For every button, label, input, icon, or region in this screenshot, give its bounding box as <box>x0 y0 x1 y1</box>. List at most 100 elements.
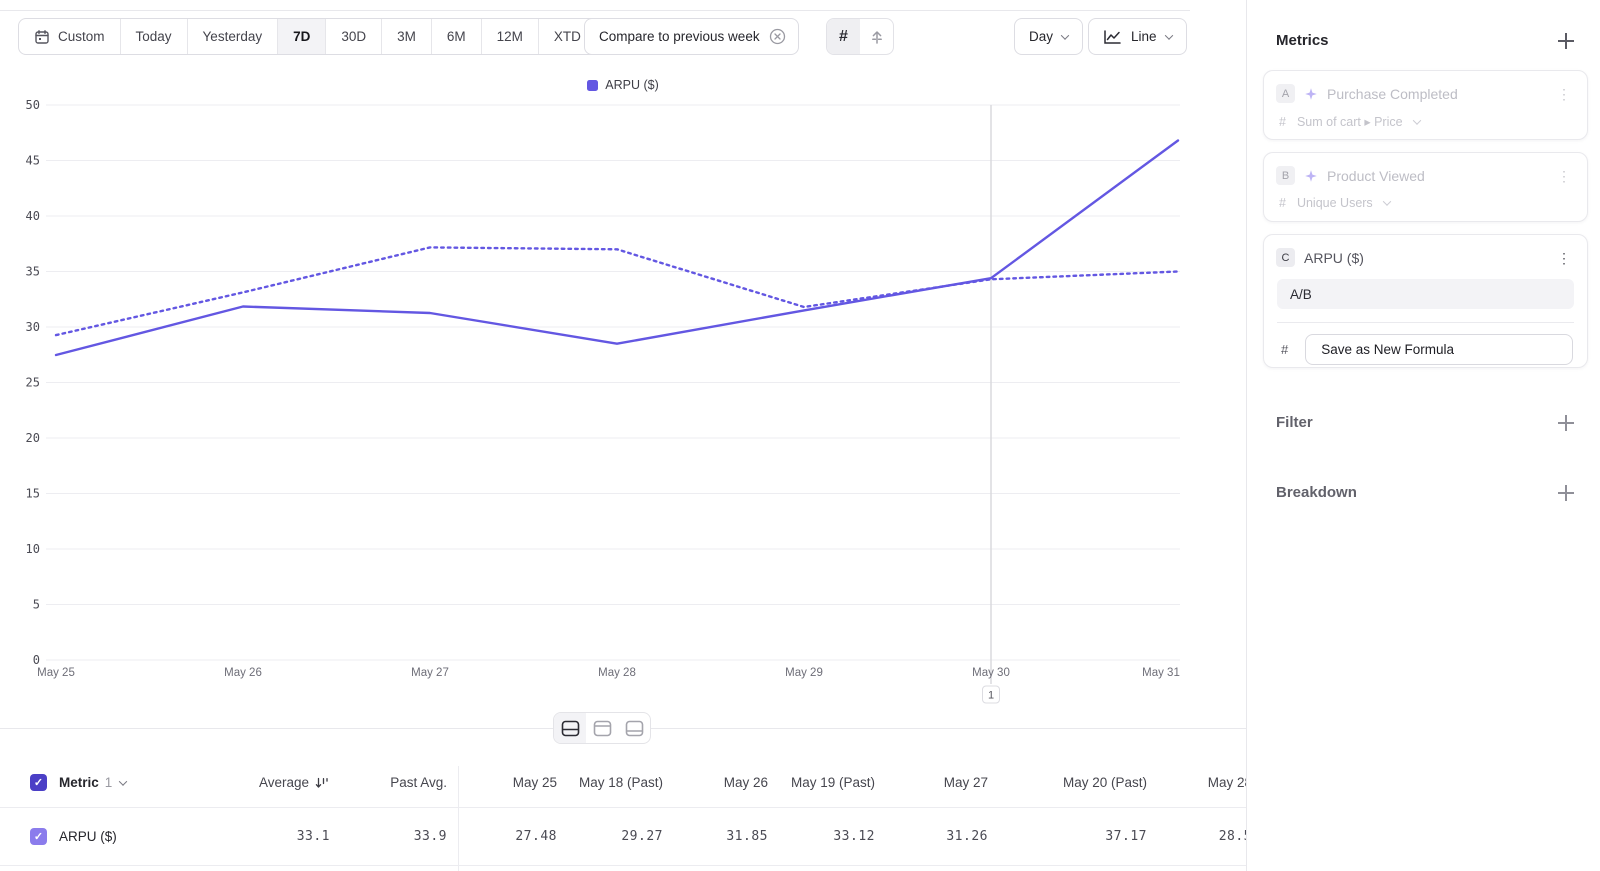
compare-label: Compare to previous week <box>599 29 760 44</box>
hash-icon: # <box>1279 196 1286 210</box>
series-solid[interactable] <box>54 139 1180 357</box>
row-checkbox[interactable]: ✓ <box>30 828 47 845</box>
value-format-toggle[interactable]: # <box>826 18 894 55</box>
save-as-new-formula-button[interactable]: Save as New Formula <box>1305 334 1573 365</box>
select-all-checkbox[interactable]: ✓ <box>30 774 47 791</box>
chart-panel: Custom Today Yesterday 7D 30D 3M 6M 12M XTD Comp… <box>0 0 1246 871</box>
table-row[interactable]: ✓ ARPU ($) 33.1 33.9 27.48 29.27 31.85 33.12 3… <box>0 808 1246 866</box>
y-tick-label: 45 <box>26 154 40 168</box>
chevron-down-icon[interactable] <box>119 776 128 786</box>
range-3m[interactable]: 3M <box>382 19 432 54</box>
add-breakdown-button[interactable] <box>1558 484 1574 501</box>
measurement-dropdown[interactable]: Unique Users <box>1296 196 1373 210</box>
column-header[interactable]: May 26 <box>723 775 768 790</box>
x-tick-label: May 25 <box>37 667 75 679</box>
sidebar-divider <box>1246 0 1247 871</box>
column-header[interactable]: May 27 <box>943 775 988 790</box>
y-tick-label: 30 <box>26 320 40 334</box>
range-today[interactable]: Today <box>121 19 188 54</box>
x-tick-label: May 30 <box>972 667 1010 679</box>
breakdown-section-header: Breakdown <box>1276 484 1574 501</box>
series-dotted[interactable] <box>54 246 1180 337</box>
range-12m[interactable]: 12M <box>482 19 539 54</box>
chart-type-label: Line <box>1131 29 1157 44</box>
kebab-menu-icon[interactable]: ⋮ <box>1557 249 1571 266</box>
formula-value: A/B <box>1290 286 1312 302</box>
metric-card-a[interactable]: A Purchase Completed ⋮ # Sum of cart ▸ P… <box>1263 70 1588 140</box>
column-header[interactable]: Average <box>230 775 330 790</box>
metric-title: Product Viewed <box>1327 167 1425 184</box>
column-header[interactable]: May 19 (Past) <box>790 775 875 790</box>
chart-legend[interactable]: ARPU ($) <box>0 78 1246 92</box>
chart-only-button[interactable] <box>586 713 618 743</box>
cell-value: 29.27 <box>621 829 663 844</box>
range-7d[interactable]: 7D <box>278 19 327 54</box>
formula-input[interactable]: A/B <box>1277 279 1574 309</box>
uplift-format-button[interactable] <box>860 19 893 54</box>
metric-count: 1 <box>104 775 113 790</box>
cell-value: 33.1 <box>296 829 330 844</box>
metric-badge-a: A <box>1276 84 1295 103</box>
line-chart[interactable]: 0 5 10 15 20 25 30 35 40 45 50 May 25 May 26 May 27 Ma… <box>0 0 1246 710</box>
range-6m[interactable]: 6M <box>432 19 482 54</box>
arrow-up-icon <box>871 30 882 44</box>
metrics-title: Metrics <box>1276 32 1329 49</box>
split-view-button[interactable] <box>554 713 586 743</box>
cell-value: 37.17 <box>1105 829 1147 844</box>
metric-title: Purchase Completed <box>1327 85 1458 102</box>
remove-compare-icon[interactable] <box>769 28 786 45</box>
metric-header-label: Metric <box>59 775 99 790</box>
measurement-dropdown[interactable]: Sum of cart ▸ Price <box>1296 115 1403 129</box>
interval-dropdown[interactable]: Day <box>1014 18 1084 55</box>
hash-icon: # <box>839 27 848 45</box>
kebab-menu-icon[interactable]: ⋮ <box>1557 85 1571 102</box>
chart-type-dropdown[interactable]: Line <box>1088 18 1187 55</box>
query-sidebar: Metrics A Purchase Completed ⋮ # Sum of … <box>1247 0 1600 871</box>
metric-title: ARPU ($) <box>1304 249 1364 266</box>
range-yesterday[interactable]: Yesterday <box>188 19 279 54</box>
column-header[interactable]: May 25 <box>512 775 557 790</box>
breakdown-title: Breakdown <box>1276 484 1357 501</box>
metric-card-b[interactable]: B Product Viewed ⋮ # Unique Users <box>1263 152 1588 222</box>
metric-badge-b: B <box>1276 166 1295 185</box>
sort-icon[interactable] <box>314 776 330 790</box>
column-header[interactable]: May 20 (Past) <box>1062 775 1147 790</box>
x-tick-label: May 31 <box>1142 667 1180 679</box>
metric-card-c[interactable]: C ARPU ($) ⋮ A/B # Save as New Formula <box>1263 234 1588 368</box>
y-tick-label: 5 <box>33 598 40 612</box>
date-range-selector[interactable]: Custom Today Yesterday 7D 30D 3M 6M 12M XTD <box>18 18 611 55</box>
x-tick-label: May 29 <box>785 667 823 679</box>
top-panel-icon <box>593 720 611 736</box>
chevron-down-icon <box>1382 197 1391 206</box>
metrics-section-header: Metrics <box>1276 32 1574 49</box>
bottom-panel-icon <box>625 720 643 736</box>
column-header[interactable]: Past Avg. <box>390 775 447 790</box>
range-custom[interactable]: Custom <box>19 19 121 54</box>
add-filter-button[interactable] <box>1558 414 1574 431</box>
layout-toggle[interactable] <box>553 712 651 744</box>
panel-top-border <box>0 10 1190 11</box>
interval-label: Day <box>1029 29 1054 44</box>
row-metric-name: ARPU ($) <box>59 829 117 844</box>
hash-icon: # <box>1281 342 1289 357</box>
column-header[interactable]: May 28 <box>1207 775 1246 790</box>
filter-section-header: Filter <box>1276 414 1574 431</box>
x-tick-label: May 28 <box>598 667 636 679</box>
number-format-button[interactable]: # <box>827 19 860 54</box>
column-header[interactable]: May 18 (Past) <box>578 775 663 790</box>
range-xtd[interactable]: XTD <box>539 19 610 54</box>
calendar-icon <box>35 29 49 44</box>
filter-title: Filter <box>1276 414 1313 431</box>
legend-swatch <box>587 79 599 91</box>
event-sparkle-icon <box>1305 87 1317 100</box>
annotation-badge[interactable] <box>982 685 1000 704</box>
table-column-divider <box>458 766 459 871</box>
kebab-menu-icon[interactable]: ⋮ <box>1557 167 1571 184</box>
y-tick-label: 25 <box>26 376 40 390</box>
range-30d[interactable]: 30D <box>326 19 383 54</box>
add-metric-button[interactable] <box>1558 32 1574 49</box>
compare-button[interactable]: Compare to previous week <box>584 18 799 55</box>
table-only-button[interactable] <box>618 713 650 743</box>
y-tick-label: 10 <box>26 542 40 556</box>
y-tick-label: 15 <box>26 487 40 501</box>
